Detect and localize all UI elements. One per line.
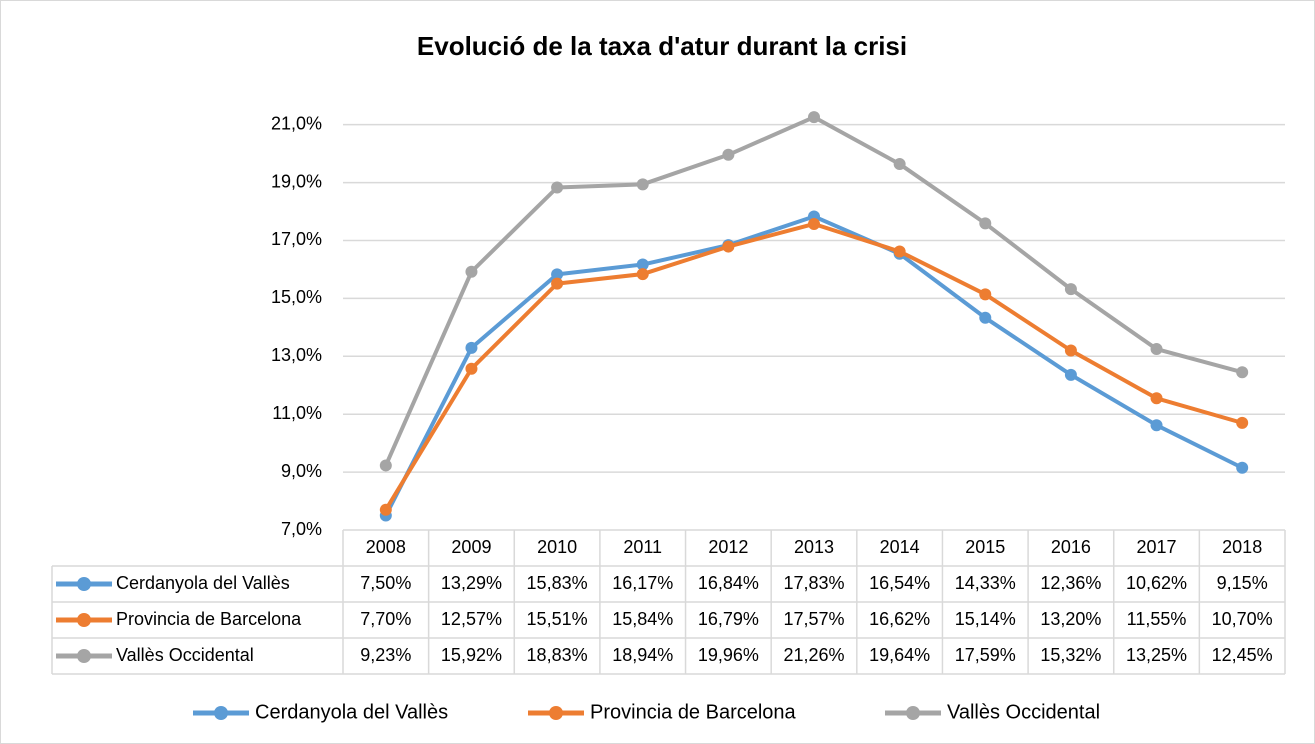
table-row-label: Provincia de Barcelona: [116, 609, 302, 629]
x-tick-label: 2018: [1222, 537, 1262, 557]
point: [979, 311, 992, 324]
table-cell: 15,83%: [527, 573, 588, 593]
table-cell: 15,14%: [955, 609, 1016, 629]
table-cell: 13,25%: [1126, 645, 1187, 665]
point: [1064, 344, 1077, 357]
x-tick-label: 2014: [880, 537, 920, 557]
y-tick-label: 9,0%: [281, 461, 322, 481]
y-tick-label: 7,0%: [281, 519, 322, 539]
legend-label: Cerdanyola del Vallès: [255, 701, 448, 723]
y-tick-label: 13,0%: [271, 345, 322, 365]
table-cell: 13,20%: [1040, 609, 1101, 629]
table-cell: 17,59%: [955, 645, 1016, 665]
table-cell: 12,45%: [1212, 645, 1273, 665]
point: [1236, 366, 1249, 379]
table-cell: 19,64%: [869, 645, 930, 665]
legend-marker: [214, 706, 228, 720]
point: [551, 181, 564, 194]
x-tick-label: 2017: [1137, 537, 1177, 557]
x-tick-label: 2012: [708, 537, 748, 557]
point: [808, 217, 820, 230]
table-cell: 17,57%: [783, 609, 844, 629]
point: [979, 217, 992, 230]
point: [1064, 283, 1077, 296]
point: [465, 362, 478, 375]
x-tick-label: 2010: [537, 537, 577, 557]
point: [893, 158, 906, 171]
y-tick-label: 19,0%: [271, 171, 322, 191]
x-tick-label: 2011: [623, 537, 662, 557]
table-cell: 12,36%: [1040, 573, 1101, 593]
point: [636, 258, 649, 271]
table-row-label: Cerdanyola del Vallès: [116, 573, 290, 593]
table-cell: 13,29%: [441, 573, 502, 593]
table-cell: 7,70%: [360, 609, 411, 629]
point: [1236, 416, 1249, 429]
table-cell: 15,92%: [441, 645, 502, 665]
table-cell: 14,33%: [955, 573, 1016, 593]
table-cell: 12,57%: [441, 609, 502, 629]
table-cell: 15,51%: [527, 609, 588, 629]
point: [636, 178, 649, 191]
table-cell: 16,54%: [869, 573, 930, 593]
table-cell: 10,62%: [1126, 573, 1187, 593]
y-tick-label: 17,0%: [271, 229, 322, 249]
legend-marker: [77, 613, 91, 627]
table-cell: 10,70%: [1212, 609, 1273, 629]
table-cell: 15,32%: [1040, 645, 1101, 665]
table-cell: 16,17%: [612, 573, 673, 593]
legend-marker: [77, 577, 91, 591]
point: [379, 503, 392, 516]
x-tick-label: 2016: [1051, 537, 1091, 557]
x-tick-label: 2013: [794, 537, 834, 557]
point: [465, 265, 478, 278]
chart-title: Evolució de la taxa d'atur durant la cri…: [417, 31, 907, 61]
point: [379, 459, 392, 472]
x-tick-label: 2009: [451, 537, 491, 557]
point: [1150, 392, 1163, 405]
table-cell: 21,26%: [783, 645, 844, 665]
x-tick-label: 2015: [965, 537, 1005, 557]
table-cell: 16,62%: [869, 609, 930, 629]
point: [1150, 419, 1163, 432]
table-cell: 17,83%: [783, 573, 844, 593]
point: [1150, 343, 1163, 356]
table-cell: 15,84%: [612, 609, 673, 629]
point: [808, 111, 820, 124]
y-tick-label: 21,0%: [271, 113, 322, 133]
table-cell: 7,50%: [360, 573, 411, 593]
legend-marker: [77, 649, 91, 663]
table-cell: 16,84%: [698, 573, 759, 593]
point: [722, 148, 735, 161]
point: [636, 268, 649, 281]
legend-marker: [549, 706, 563, 720]
point: [1064, 368, 1077, 381]
point: [551, 277, 564, 290]
table-cell: 9,15%: [1217, 573, 1268, 593]
x-tick-label: 2008: [366, 537, 406, 557]
y-tick-label: 11,0%: [272, 403, 322, 423]
table-cell: 18,83%: [527, 645, 588, 665]
point: [551, 268, 564, 281]
table-cell: 18,94%: [612, 645, 673, 665]
legend-label: Vallès Occidental: [947, 701, 1100, 723]
legend-label: Provincia de Barcelona: [590, 701, 797, 723]
table-row-label: Vallès Occidental: [116, 645, 254, 665]
table-cell: 16,79%: [698, 609, 759, 629]
point: [722, 240, 735, 253]
point: [979, 288, 992, 301]
table-cell: 11,55%: [1127, 609, 1187, 629]
y-tick-label: 15,0%: [271, 287, 322, 307]
table-cell: 19,96%: [698, 645, 759, 665]
point: [1236, 461, 1249, 474]
point: [465, 341, 478, 354]
legend-marker: [906, 706, 920, 720]
point: [893, 245, 906, 258]
table-cell: 9,23%: [360, 645, 411, 665]
